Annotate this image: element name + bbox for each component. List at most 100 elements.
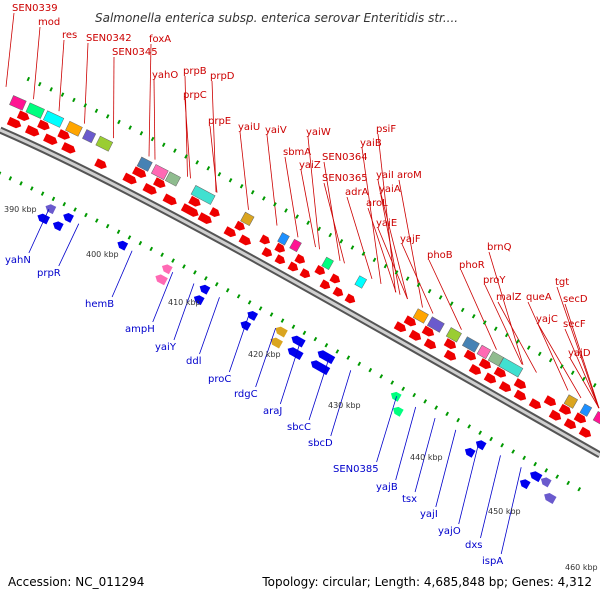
- cds-box-shape: [240, 211, 255, 227]
- forward-gene-arrow: [403, 315, 417, 327]
- forward-arrow-shape: [314, 265, 326, 275]
- forward-leader-line: [33, 26, 41, 100]
- scale-tick: [0, 171, 2, 176]
- scale-tick-mark: [60, 92, 65, 97]
- label-leader-lines: [5, 12, 600, 555]
- scale-tick: [19, 181, 23, 186]
- forward-arrow-shape: [209, 207, 220, 217]
- cds-box-shape: [277, 232, 290, 246]
- forward-leader-line: [569, 357, 600, 409]
- reverse-leader-line: [500, 467, 522, 555]
- scale-tick: [94, 108, 99, 114]
- scale-tick: [40, 191, 45, 196]
- forward-gene-arrow: [197, 212, 212, 225]
- scale-tick-mark: [214, 282, 219, 287]
- forward-arrow-shape: [463, 349, 477, 361]
- scale-tick: [105, 114, 110, 119]
- cds-box-shape: [65, 120, 83, 137]
- forward-arrow-shape: [188, 195, 201, 207]
- reverse-leader-line: [173, 283, 195, 341]
- forward-arrow-shape: [468, 363, 482, 375]
- scale-tick: [250, 190, 255, 195]
- scale-tick-mark: [149, 246, 154, 252]
- reverse-gene-arrow: [317, 350, 336, 365]
- scale-tick: [346, 355, 351, 360]
- scale-tick: [504, 332, 509, 338]
- scale-tick: [73, 207, 77, 212]
- scale-tick-mark: [449, 301, 454, 306]
- gene-label: yaiE: [376, 218, 397, 229]
- reverse-arrow-shape: [540, 477, 552, 488]
- cds-box-shape: [461, 336, 480, 353]
- reverse-arrow-shape: [117, 240, 129, 251]
- reverse-gene-arrow: [240, 320, 252, 331]
- gene-label: adrA: [345, 187, 369, 198]
- forward-gene-arrow: [543, 395, 557, 407]
- scale-tick: [368, 367, 373, 373]
- scale-tick-mark: [559, 364, 564, 369]
- cds-box: [164, 171, 181, 187]
- scale-tick-mark: [357, 361, 362, 367]
- gene-label: SEN0345: [112, 47, 158, 58]
- scale-tick-mark: [467, 424, 472, 429]
- forward-gene-labels: SEN0339 mod res SEN0342 foxA SEN0345 yah…: [12, 3, 591, 359]
- cds-box: [136, 156, 153, 172]
- forward-gene-arrow: [421, 325, 435, 337]
- scale-tick-mark: [383, 263, 388, 269]
- forward-arrow-shape: [37, 119, 50, 131]
- forward-arrow-shape: [162, 193, 177, 206]
- forward-gene-arrow: [6, 116, 22, 129]
- forward-gene-arrow: [443, 338, 457, 350]
- reverse-arrow-shape: [155, 274, 168, 286]
- scale-tick: [49, 87, 53, 92]
- scale-tick-mark: [161, 142, 166, 148]
- reverse-gene-arrow: [530, 471, 543, 483]
- cds-box-shape: [95, 135, 114, 152]
- scale-tick: [117, 119, 121, 125]
- cds-box: [289, 238, 302, 253]
- scale-tick: [284, 208, 288, 213]
- scale-tick-mark: [269, 312, 274, 317]
- forward-arrow-shape: [558, 403, 572, 415]
- scale-tick-mark: [38, 81, 42, 87]
- scale-tick-mark: [401, 386, 406, 392]
- scale-tick: [559, 364, 564, 369]
- forward-arrow-shape: [548, 409, 562, 421]
- gene-label: yaiI: [376, 170, 394, 181]
- gene-label: sbmA: [283, 147, 311, 158]
- forward-gene-arrow: [238, 234, 252, 246]
- gene-label: proC: [208, 374, 231, 385]
- scale-tick-mark: [73, 207, 77, 212]
- scale-tick-mark: [117, 119, 121, 125]
- forward-arrow-shape: [6, 116, 22, 129]
- scale-tick: [489, 436, 494, 442]
- gene-label: aroL: [366, 198, 388, 209]
- scale-tick: [570, 370, 575, 375]
- scale-tick: [500, 443, 505, 448]
- gene-label: mod: [38, 17, 60, 28]
- reverse-arrow-shape: [544, 493, 557, 504]
- reverse-arrow-shape: [464, 447, 476, 458]
- scale-tick: [456, 417, 461, 423]
- cds-box-shape: [579, 403, 593, 417]
- forward-leader-line: [300, 169, 316, 248]
- scale-tick-mark: [489, 436, 494, 442]
- scale-tick-mark: [394, 270, 399, 275]
- reverse-leader-line: [308, 357, 330, 421]
- scale-tick: [95, 218, 99, 223]
- scale-tick: [8, 176, 13, 181]
- cds-box: [354, 275, 367, 289]
- cds-box-shape: [498, 357, 524, 378]
- gene-label: sbcD: [308, 438, 333, 449]
- forward-arrow-shape: [421, 325, 435, 337]
- reverse-gene-arrow: [392, 406, 404, 417]
- forward-arrow-shape: [238, 234, 252, 246]
- reverse-gene-arrow: [45, 204, 57, 215]
- scale-tick: [83, 103, 88, 108]
- forward-leader-line: [401, 243, 434, 314]
- scale-tick: [526, 345, 531, 350]
- reverse-gene-arrow: [287, 347, 304, 361]
- forward-leader-line: [323, 161, 341, 261]
- scale-tick-mark: [49, 87, 53, 92]
- cds-box-shape: [9, 95, 27, 111]
